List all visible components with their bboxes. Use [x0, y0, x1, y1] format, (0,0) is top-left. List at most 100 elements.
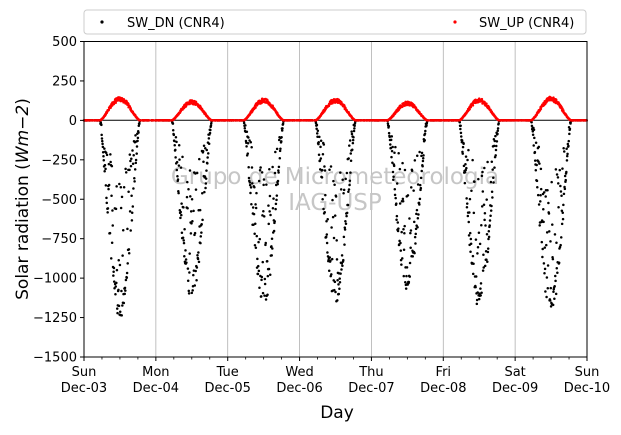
sw-dn-point: [566, 142, 570, 146]
sw-dn-point: [177, 144, 181, 147]
sw-dn-point: [243, 126, 247, 130]
sw-dn-point: [333, 214, 337, 217]
sw-dn-point: [207, 137, 211, 140]
sw-dn-point: [487, 237, 490, 241]
sw-dn-point: [553, 233, 557, 236]
sw-dn-point: [347, 188, 351, 191]
sw-dn-point: [124, 289, 127, 292]
sw-dn-point: [254, 203, 257, 206]
sw-dn-point: [127, 251, 131, 255]
x-axis-label: Day: [320, 403, 354, 423]
sw-dn-point: [128, 153, 132, 156]
sw-dn-point: [326, 251, 329, 254]
sw-dn-point: [494, 134, 497, 138]
sw-dn-point: [423, 139, 426, 142]
sw-dn-point: [117, 304, 121, 308]
sw-dn-point: [344, 220, 347, 223]
sw-dn-point: [114, 285, 117, 288]
sw-dn-point: [471, 254, 475, 258]
sw-dn-point: [353, 127, 356, 130]
sw-dn-point: [179, 166, 183, 169]
sw-dn-point: [479, 287, 482, 290]
sw-dn-point: [478, 242, 482, 246]
sw-dn-point: [200, 223, 203, 226]
sw-dn-point: [557, 261, 561, 265]
y-tick-label: −1500: [33, 351, 77, 366]
sw-dn-point: [422, 154, 425, 157]
sw-dn-point: [134, 161, 138, 165]
sw-dn-point: [539, 167, 543, 171]
sw-dn-point: [419, 176, 423, 180]
sw-dn-point: [184, 258, 188, 261]
sw-dn-point: [398, 167, 402, 171]
sw-dn-point: [346, 203, 350, 207]
sw-dn-point: [546, 287, 550, 290]
sw-dn-point: [105, 196, 108, 200]
sw-dn-point: [325, 233, 329, 236]
sw-dn-point: [171, 122, 175, 125]
sw-dn-point: [117, 288, 120, 292]
sw-dn-point: [532, 126, 535, 130]
sw-dn-point: [138, 122, 141, 125]
x-tick-date: Dec-03: [61, 381, 107, 396]
sw-dn-point: [396, 221, 400, 224]
sw-dn-point: [127, 248, 131, 251]
watermark-line-1: Grupo de Micrometeorologia: [171, 164, 499, 190]
sw-dn-point: [202, 160, 205, 163]
sw-dn-point: [104, 167, 107, 171]
sw-dn-point: [418, 183, 422, 187]
sw-dn-point: [263, 277, 267, 281]
sw-dn-point: [465, 202, 469, 205]
sw-dn-point: [256, 257, 259, 261]
sw-dn-point: [101, 142, 104, 146]
sw-dn-point: [339, 188, 343, 191]
sw-dn-point: [563, 174, 567, 178]
sw-dn-point: [480, 291, 483, 295]
sw-dn-point: [468, 231, 472, 235]
sw-dn-point: [541, 247, 544, 251]
sw-dn-point: [342, 235, 346, 239]
sw-dn-point: [259, 166, 262, 169]
sw-dn-point: [100, 137, 104, 140]
sw-dn-point: [200, 231, 203, 234]
sw-dn-point: [204, 182, 208, 185]
sw-dn-point: [558, 168, 562, 172]
sw-dn-point: [413, 235, 417, 239]
sw-dn-point: [174, 136, 178, 139]
sw-dn-point: [335, 239, 338, 242]
sw-dn-point: [329, 259, 332, 262]
sw-dn-point: [409, 186, 413, 189]
sw-dn-point: [345, 211, 349, 215]
sw-dn-point: [206, 156, 209, 159]
sw-dn-point: [134, 158, 138, 162]
y-axis-label: Solar radiation (Wm−2): [13, 98, 33, 300]
sw-dn-point: [490, 204, 493, 208]
sw-dn-point: [124, 167, 127, 171]
sw-dn-point: [533, 150, 537, 154]
sw-dn-point: [181, 236, 185, 240]
sw-dn-point: [335, 258, 339, 261]
sw-dn-point: [532, 144, 535, 147]
sw-dn-point: [391, 145, 394, 149]
sw-up-point: [293, 119, 297, 122]
sw-dn-point: [485, 258, 488, 261]
sw-dn-point: [471, 158, 474, 162]
sw-dn-point: [338, 287, 341, 290]
sw-dn-point: [186, 279, 190, 282]
sw-dn-point: [118, 263, 122, 267]
sw-dn-point: [393, 151, 396, 154]
sw-dn-point: [105, 201, 109, 205]
y-tick-label: −1250: [33, 311, 77, 326]
sw-dn-point: [266, 274, 270, 278]
sw-dn-point: [547, 212, 551, 215]
sw-dn-point: [478, 292, 481, 295]
sw-dn-point: [122, 185, 126, 189]
x-tick-day: Tue: [216, 365, 239, 380]
sw-dn-point: [339, 171, 342, 174]
sw-up-point: [401, 105, 404, 109]
sw-dn-point: [413, 251, 416, 255]
sw-dn-point: [131, 205, 135, 208]
legend-marker-sw-up: [453, 20, 457, 24]
sw-dn-point: [465, 197, 468, 200]
sw-dn-point: [462, 142, 465, 146]
